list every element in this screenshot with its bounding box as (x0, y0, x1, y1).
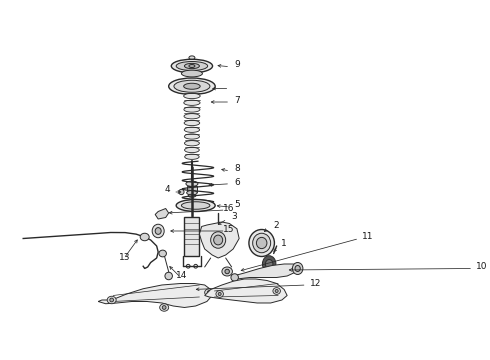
Text: 11: 11 (362, 232, 374, 241)
Ellipse shape (295, 265, 300, 271)
Ellipse shape (273, 288, 280, 294)
Bar (184, 217, 199, 256)
Text: 1: 1 (281, 239, 287, 248)
Polygon shape (155, 208, 169, 219)
Polygon shape (98, 283, 212, 307)
Ellipse shape (152, 224, 164, 238)
Ellipse shape (165, 272, 172, 280)
Ellipse shape (176, 199, 215, 211)
Ellipse shape (155, 228, 161, 234)
Ellipse shape (256, 237, 267, 249)
Ellipse shape (205, 289, 214, 296)
Ellipse shape (140, 233, 149, 241)
Text: 2: 2 (273, 221, 278, 230)
Ellipse shape (207, 291, 211, 294)
Text: 3: 3 (232, 212, 238, 221)
Ellipse shape (211, 232, 226, 248)
Ellipse shape (160, 304, 169, 311)
Ellipse shape (159, 250, 167, 257)
Text: 10: 10 (476, 262, 488, 271)
Ellipse shape (176, 62, 208, 71)
Ellipse shape (188, 194, 196, 197)
Ellipse shape (189, 56, 195, 60)
Ellipse shape (186, 181, 198, 186)
Ellipse shape (172, 59, 213, 73)
Ellipse shape (231, 274, 239, 281)
Text: 14: 14 (176, 271, 188, 280)
Polygon shape (199, 222, 239, 258)
Ellipse shape (179, 189, 184, 195)
Ellipse shape (214, 235, 222, 245)
Ellipse shape (174, 80, 210, 92)
Text: 5: 5 (235, 200, 241, 209)
Ellipse shape (181, 202, 210, 209)
Ellipse shape (107, 296, 116, 304)
Ellipse shape (253, 233, 270, 253)
Ellipse shape (162, 306, 166, 309)
Ellipse shape (110, 298, 114, 302)
Text: 16: 16 (222, 204, 234, 213)
Polygon shape (232, 264, 301, 279)
Ellipse shape (249, 229, 274, 256)
Bar (187, 186, 197, 192)
Text: 15: 15 (222, 225, 234, 234)
Text: 4: 4 (164, 185, 170, 194)
Ellipse shape (216, 291, 223, 297)
Ellipse shape (184, 83, 200, 89)
Ellipse shape (218, 292, 221, 296)
Ellipse shape (184, 134, 199, 139)
Ellipse shape (222, 267, 232, 276)
Text: 6: 6 (235, 178, 241, 187)
Ellipse shape (184, 93, 200, 99)
Ellipse shape (293, 262, 303, 274)
Ellipse shape (185, 147, 199, 153)
Text: 12: 12 (310, 279, 321, 288)
Text: 7: 7 (235, 96, 241, 105)
Ellipse shape (275, 289, 278, 292)
Ellipse shape (184, 127, 199, 132)
Ellipse shape (184, 141, 199, 146)
Text: 9: 9 (235, 60, 241, 69)
Ellipse shape (266, 260, 273, 269)
Ellipse shape (225, 269, 229, 274)
Ellipse shape (184, 114, 200, 119)
Ellipse shape (189, 64, 195, 68)
Polygon shape (205, 279, 287, 303)
Ellipse shape (263, 256, 276, 272)
Ellipse shape (169, 78, 215, 95)
Text: 8: 8 (235, 164, 241, 173)
Text: 13: 13 (119, 253, 131, 262)
Ellipse shape (184, 63, 199, 69)
Ellipse shape (184, 107, 200, 112)
Ellipse shape (184, 100, 200, 105)
Ellipse shape (184, 120, 200, 126)
Ellipse shape (185, 154, 199, 159)
Ellipse shape (181, 70, 202, 77)
Ellipse shape (187, 190, 197, 195)
